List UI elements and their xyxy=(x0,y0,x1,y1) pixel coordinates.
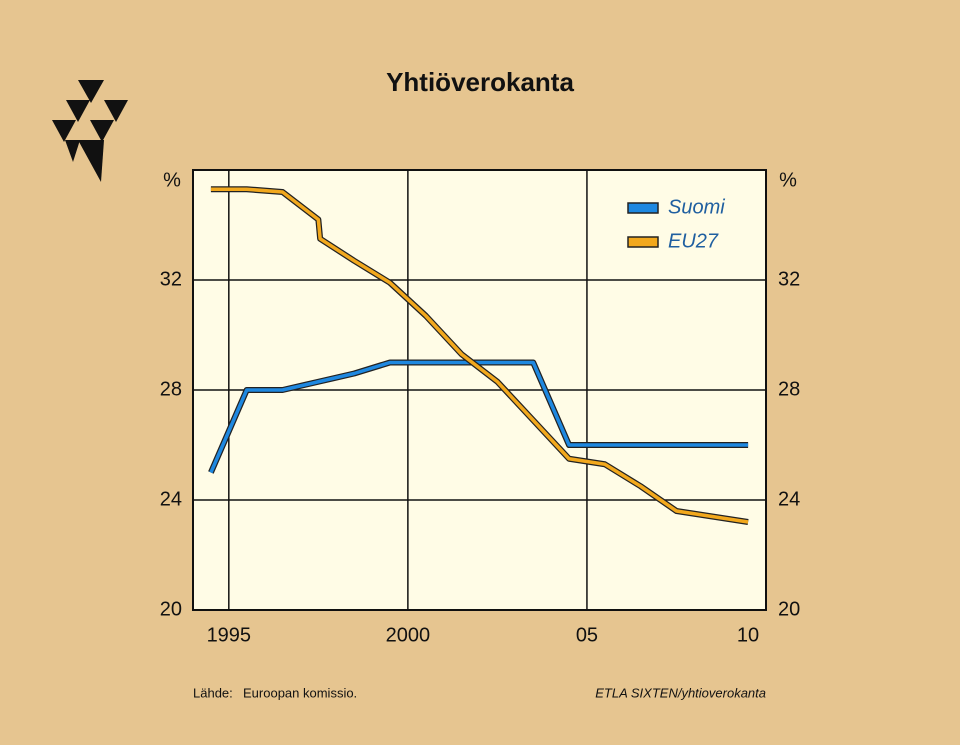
x-tick-label: 2000 xyxy=(386,624,431,646)
logo xyxy=(52,80,128,182)
source: Euroopan komissio. xyxy=(243,685,357,700)
legend-swatch xyxy=(627,236,659,248)
line xyxy=(210,187,749,524)
chart-title: Yhtiöverokanta xyxy=(386,67,574,97)
y2-tick-label: 20 xyxy=(778,598,800,620)
legend-label: EU27 xyxy=(668,230,719,252)
x-tick-label: 10 xyxy=(737,624,759,646)
y-tick-label: 24 xyxy=(160,488,182,510)
credit: ETLA SIXTEN/yhtioverokanta xyxy=(595,685,766,700)
y-unit: % xyxy=(163,169,181,191)
legend-swatch xyxy=(627,202,659,214)
x-tick-label: 05 xyxy=(576,624,598,646)
y-tick-label: 28 xyxy=(160,378,182,400)
x-tick-label: 1995 xyxy=(207,624,252,646)
legend-label: Suomi xyxy=(668,196,725,218)
line xyxy=(209,360,749,474)
y-tick-label: 20 xyxy=(160,598,182,620)
source-label: Lähde: xyxy=(193,685,233,700)
y2-tick-label: 28 xyxy=(778,378,800,400)
y2-tick-label: 32 xyxy=(778,268,800,290)
y2-tick-label: 24 xyxy=(778,488,800,510)
y2-unit: % xyxy=(779,169,797,191)
y-tick-label: 32 xyxy=(160,268,182,290)
